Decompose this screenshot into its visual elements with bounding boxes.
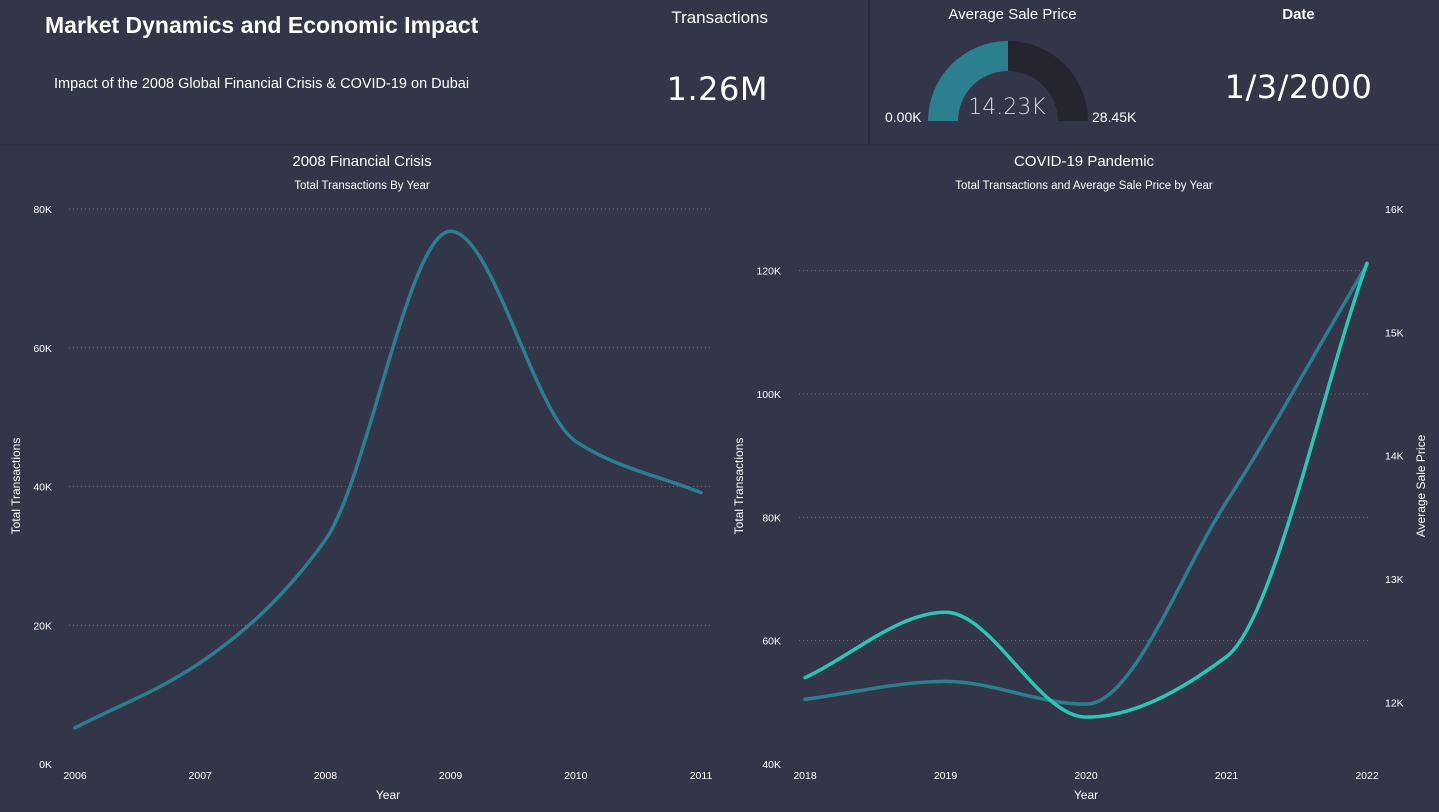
title-card: Market Dynamics and Economic Impact Impa… bbox=[0, 0, 632, 140]
x-axis-title: Year bbox=[376, 788, 400, 802]
x-axis-title: Year bbox=[1074, 788, 1098, 802]
x-tick-label: 2010 bbox=[564, 770, 588, 782]
y-tick-label: 80K bbox=[33, 204, 52, 216]
date-label: Date bbox=[1282, 6, 1315, 23]
page-subtitle: Impact of the 2008 Global Financial Cris… bbox=[54, 76, 470, 92]
covid-pandemic-chart[interactable]: COVID-19 Pandemic Total Transactions and… bbox=[722, 147, 1439, 812]
y2-tick-label: 15K bbox=[1385, 327, 1404, 339]
y-tick-label: 120K bbox=[756, 266, 781, 278]
avg-sale-price-card[interactable]: Average Sale Price 14.23K 0.00K 28.45K bbox=[870, 0, 1145, 144]
transactions-card[interactable]: Transactions 1.26M bbox=[636, 0, 866, 140]
page-title: Market Dynamics and Economic Impact bbox=[45, 12, 479, 38]
financial-crisis-chart[interactable]: 2008 Financial Crisis Total Transactions… bbox=[0, 147, 722, 812]
y-tick-label: 40K bbox=[762, 759, 781, 771]
y-tick-label: 80K bbox=[762, 512, 781, 524]
y2-axis-title: Average Sale Price bbox=[1414, 434, 1428, 537]
date-card[interactable]: Date 1/3/2000 bbox=[1150, 0, 1439, 144]
x-tick-label: 2006 bbox=[63, 770, 87, 782]
avg-sale-price-label: Average Sale Price bbox=[948, 6, 1077, 23]
x-tick-label: 2019 bbox=[934, 770, 958, 782]
transactions-value: 1.26M bbox=[666, 70, 768, 108]
gauge-track bbox=[1008, 41, 1088, 121]
gauge-value: 14.23K bbox=[968, 95, 1046, 120]
gauge-max-label: 28.45K bbox=[1092, 109, 1137, 125]
y2-tick-label: 12K bbox=[1385, 697, 1404, 709]
y2-tick-label: 16K bbox=[1385, 204, 1404, 216]
x-tick-label: 2022 bbox=[1355, 770, 1379, 782]
y-tick-label: 20K bbox=[33, 620, 52, 632]
header-divider bbox=[0, 144, 1439, 146]
transactions-label: Transactions bbox=[671, 8, 768, 27]
x-tick-label: 2011 bbox=[690, 770, 713, 782]
date-value: 1/3/2000 bbox=[1224, 68, 1373, 106]
x-tick-label: 2021 bbox=[1215, 770, 1239, 782]
y2-tick-label: 13K bbox=[1385, 574, 1404, 586]
y-tick-label: 60K bbox=[33, 343, 52, 355]
transactions-line[interactable] bbox=[803, 262, 1369, 706]
x-tick-label: 2008 bbox=[314, 770, 338, 782]
x-tick-label: 2020 bbox=[1074, 770, 1098, 782]
kpi-divider bbox=[868, 0, 870, 146]
gauge-fill bbox=[928, 41, 1008, 121]
x-tick-label: 2007 bbox=[189, 770, 213, 782]
y-tick-label: 40K bbox=[33, 482, 52, 494]
y-axis-title: Total Transactions bbox=[732, 438, 746, 535]
y2-tick-label: 14K bbox=[1385, 451, 1404, 463]
avg-sale-price-line[interactable] bbox=[803, 261, 1369, 719]
transactions-line[interactable] bbox=[73, 229, 703, 730]
chart-subtitle: Total Transactions By Year bbox=[294, 180, 430, 192]
y-tick-label: 60K bbox=[762, 636, 781, 648]
x-tick-label: 2009 bbox=[439, 770, 463, 782]
gauge-chart bbox=[928, 41, 1088, 121]
y-tick-label: 0K bbox=[39, 759, 52, 771]
y-axis-title: Total Transactions bbox=[9, 438, 23, 535]
chart-subtitle: Total Transactions and Average Sale Pric… bbox=[955, 180, 1213, 192]
chart-title: 2008 Financial Crisis bbox=[292, 153, 431, 170]
y-tick-label: 100K bbox=[756, 389, 781, 401]
chart-title: COVID-19 Pandemic bbox=[1014, 153, 1155, 170]
x-tick-label: 2018 bbox=[793, 770, 817, 782]
gauge-min-label: 0.00K bbox=[885, 109, 922, 125]
